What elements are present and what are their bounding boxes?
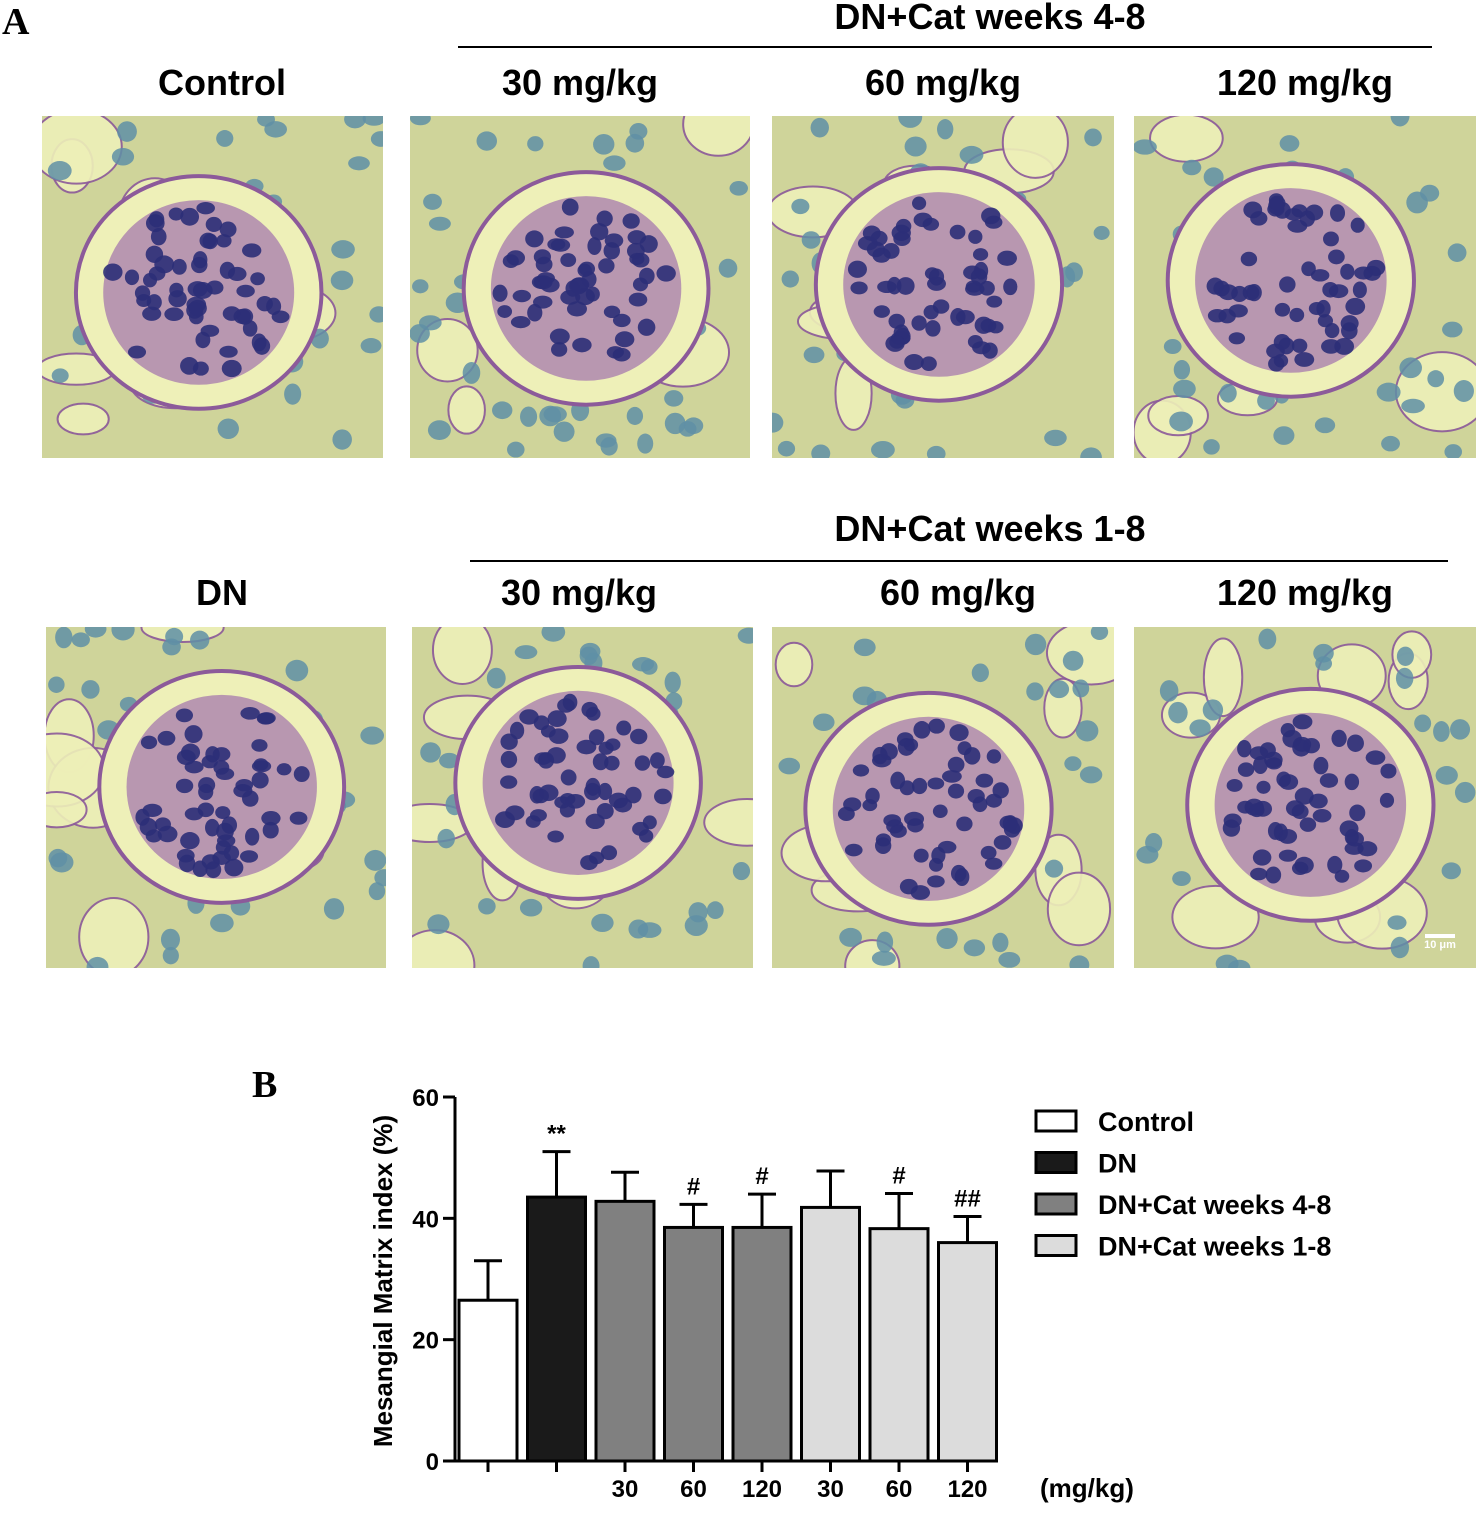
scale-bar: 10 μm — [1418, 934, 1462, 951]
legend-label: DN+Cat weeks 4-8 — [1098, 1190, 1331, 1220]
bar — [868, 1227, 930, 1463]
group-header-weeks-1-8: DN+Cat weeks 1-8 — [834, 508, 1146, 549]
group-divider-weeks-4-8 — [458, 46, 1432, 48]
micrograph-r2-30 — [412, 627, 753, 968]
bar — [800, 1205, 861, 1463]
x-tick-label: 30 — [612, 1476, 639, 1503]
bar — [457, 1298, 519, 1463]
col-label-control: Control — [158, 62, 286, 103]
micrograph-r1-30 — [410, 116, 750, 458]
bar — [731, 1225, 793, 1463]
panel-a-label: A — [2, 1, 30, 43]
significance-mark: # — [687, 1173, 700, 1200]
panel-b-label: B — [252, 1064, 277, 1106]
legend-swatch — [1034, 1109, 1078, 1133]
col-label-r1-60: 60 mg/kg — [864, 62, 1022, 103]
col-label-r2-30: 30 mg/kg — [500, 572, 658, 613]
bar — [526, 1195, 587, 1463]
y-tick-label: 20 — [412, 1328, 439, 1355]
micrograph-control — [42, 116, 383, 458]
x-unit-label: (mg/kg) — [1040, 1473, 1134, 1503]
scale-bar-line — [1425, 934, 1455, 938]
significance-mark: # — [755, 1163, 768, 1190]
x-tick-label: 120 — [742, 1476, 782, 1503]
micrograph-r2-120 — [1134, 627, 1476, 968]
x-tick-label: 30 — [817, 1476, 844, 1503]
col-label-r2-120: 120 mg/kg — [1216, 572, 1394, 613]
legend-swatch — [1034, 1151, 1078, 1174]
micrograph-r2-60 — [772, 627, 1114, 968]
y-axis-label: Mesangial Matrix index (%) — [368, 1115, 398, 1447]
scale-bar-label: 10 μm — [1424, 939, 1456, 951]
legend-label: DN — [1098, 1149, 1137, 1179]
y-tick-label: 40 — [412, 1206, 439, 1233]
col-label-r1-120: 120 mg/kg — [1216, 62, 1394, 103]
significance-mark: ## — [954, 1186, 981, 1213]
legend-label: DN+Cat weeks 1-8 — [1098, 1232, 1331, 1262]
legend-label: Control — [1098, 1107, 1194, 1137]
legend-swatch — [1034, 1234, 1078, 1257]
y-tick-label: 0 — [426, 1449, 439, 1476]
micrograph-r1-120 — [1134, 116, 1476, 458]
micrograph-r1-60 — [772, 116, 1114, 458]
significance-mark: ** — [547, 1121, 566, 1148]
col-label-dn: DN — [196, 572, 248, 613]
bar — [663, 1225, 724, 1463]
x-tick-label: 60 — [886, 1476, 913, 1503]
y-tick-label: 60 — [412, 1085, 439, 1112]
bar — [594, 1199, 656, 1463]
bar — [937, 1241, 998, 1463]
micrograph-dn — [46, 627, 386, 968]
x-tick-label: 120 — [947, 1476, 987, 1503]
legend-swatch — [1034, 1192, 1078, 1216]
group-divider-weeks-1-8 — [470, 560, 1448, 562]
x-tick-label: 60 — [680, 1476, 707, 1503]
col-label-r2-60: 60 mg/kg — [879, 572, 1037, 613]
significance-mark: # — [892, 1162, 905, 1189]
col-label-r1-30: 30 mg/kg — [501, 62, 659, 103]
group-header-weeks-4-8: DN+Cat weeks 4-8 — [834, 0, 1146, 37]
